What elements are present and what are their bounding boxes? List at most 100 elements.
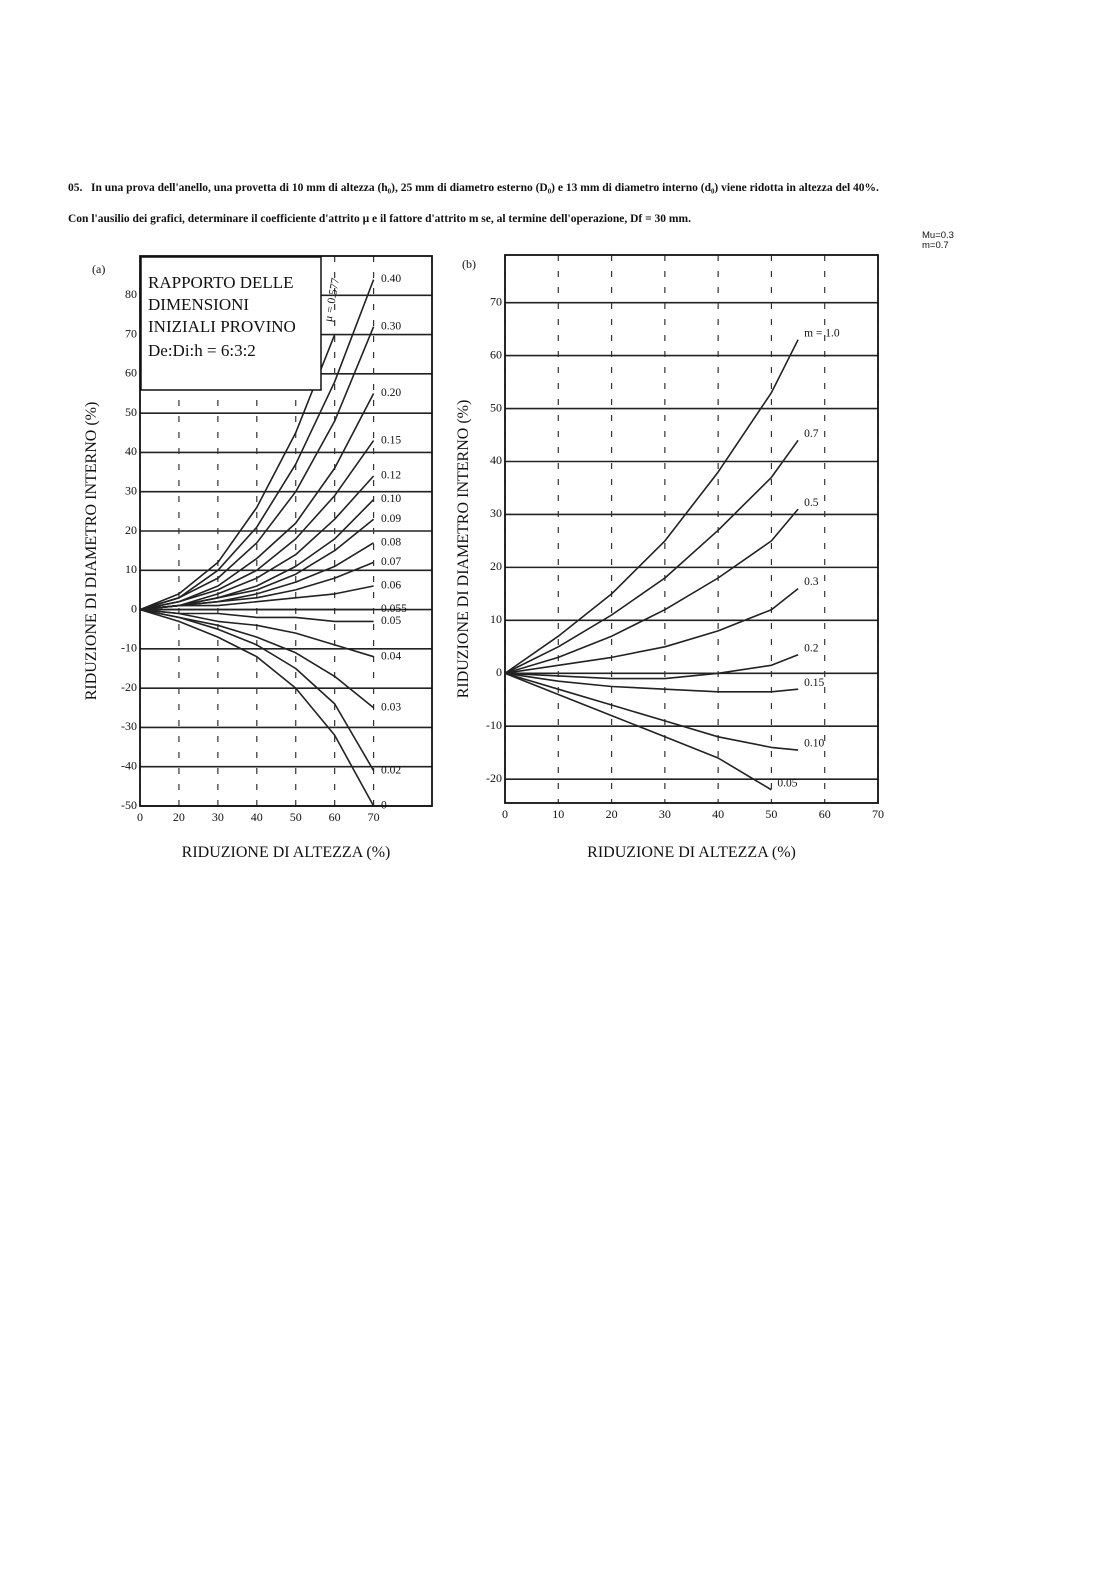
panel-label: (b) <box>462 257 476 271</box>
x-tick-label: 10 <box>552 807 564 821</box>
y-tick-label: 70 <box>125 326 137 340</box>
y-tick-label: 50 <box>490 400 502 414</box>
curve-label: 0.5 <box>804 497 819 509</box>
y-tick-label: 30 <box>125 483 137 497</box>
y-tick-label: 50 <box>125 405 137 419</box>
curve <box>139 608 374 658</box>
curve-label: 0 <box>381 800 387 812</box>
y-tick-label: 70 <box>490 294 502 308</box>
y-tick-label: -40 <box>121 758 137 772</box>
y-tick-label: 40 <box>125 444 137 458</box>
curve-label: 0.07 <box>381 556 401 568</box>
x-axis-title: RIDUZIONE DI ALTEZZA (%) <box>587 844 796 861</box>
curve-label: 0.04 <box>381 650 401 662</box>
question-text-2: Con l'ausilio dei grafici, determinare i… <box>68 213 691 225</box>
x-tick-label: 70 <box>872 807 884 821</box>
y-tick-label: 30 <box>490 506 502 520</box>
curve-label: 0.02 <box>381 764 401 776</box>
x-tick-label: 0 <box>137 810 143 824</box>
curve <box>504 672 799 693</box>
x-tick-label: 50 <box>765 807 777 821</box>
curve <box>504 672 772 791</box>
curve <box>504 587 799 675</box>
y-tick-label: 20 <box>490 559 502 573</box>
y-tick-label: 10 <box>490 612 502 626</box>
curve-label: 0.10 <box>804 738 824 750</box>
x-tick-label: 60 <box>819 807 831 821</box>
curve <box>139 585 374 611</box>
y-tick-label: 40 <box>490 453 502 467</box>
curve-label: 0.10 <box>381 493 401 505</box>
y-tick-label: -30 <box>121 719 137 733</box>
notes: Mu=0.3 m=0.7 <box>922 231 954 251</box>
x-tick-label: 30 <box>212 810 224 824</box>
x-axis-title: RIDUZIONE DI ALTEZZA (%) <box>182 844 391 861</box>
y-tick-label: 80 <box>125 287 137 301</box>
y-tick-label: 0 <box>131 601 137 615</box>
x-tick-label: 0 <box>502 807 508 821</box>
question-text: In una prova dell'anello, una provetta d… <box>91 182 879 194</box>
curve <box>139 334 336 611</box>
x-tick-label: 70 <box>368 810 380 824</box>
curve <box>504 672 799 751</box>
curve <box>504 339 799 674</box>
x-tick-label: 60 <box>329 810 341 824</box>
panel-label: (a) <box>92 262 105 276</box>
y-tick-label: -10 <box>486 718 502 732</box>
plot-frame <box>139 255 433 807</box>
x-tick-label: 20 <box>173 810 185 824</box>
curve-label: 0.30 <box>381 320 401 332</box>
curve-label: 0.055 <box>381 603 407 615</box>
curve <box>504 508 799 675</box>
curve-label: μ = 0.577 <box>323 277 343 323</box>
y-tick-label: 60 <box>125 366 137 380</box>
curve-label: 0.40 <box>381 273 401 285</box>
curve-label: 0.12 <box>381 470 401 482</box>
y-tick-label: -20 <box>486 771 502 785</box>
annotation-line: INIZIALI PROVINO <box>148 317 296 336</box>
y-tick-label: 10 <box>125 562 137 576</box>
y-tick-label: 60 <box>490 347 502 361</box>
curve <box>504 439 799 675</box>
curve-label: 0.7 <box>804 428 819 440</box>
y-tick-label: 20 <box>125 523 137 537</box>
x-tick-label: 50 <box>290 810 302 824</box>
annotation-line: DIMENSIONI <box>148 295 249 314</box>
curve-label: 0.05 <box>777 777 797 789</box>
curve-label: 0.20 <box>381 387 401 399</box>
plot-frame <box>504 254 879 804</box>
annotation-frame <box>140 256 322 391</box>
y-tick-label: -10 <box>121 641 137 655</box>
chart-b: 70 60 50 40 30 20 10 0 -10 -20 0 10 20 30 40 50 60 70 m = … <box>455 254 884 861</box>
curve-label: 0.15 <box>381 434 401 446</box>
curve <box>139 440 375 611</box>
curve-label: 0.05 <box>381 615 401 627</box>
curve-label: 0.08 <box>381 536 401 548</box>
curve <box>139 326 375 611</box>
note: m=0.7 <box>922 240 949 251</box>
y-tick-label: -20 <box>121 680 137 694</box>
annotation-line: De:Di:h = 6:3:2 <box>148 341 256 360</box>
y-tick-label: 0 <box>496 665 502 679</box>
y-axis-title: RIDUZIONE DI DIAMETRO INTERNO (%) <box>455 400 472 699</box>
curve-label: 0.06 <box>381 580 401 592</box>
curve <box>139 608 375 807</box>
curve <box>504 653 799 680</box>
x-tick-label: 30 <box>659 807 671 821</box>
question-number: 05. <box>68 182 83 194</box>
x-tick-label: 40 <box>712 807 724 821</box>
curve-label: 0.2 <box>804 642 819 654</box>
curve-label: 0.3 <box>804 576 819 588</box>
x-tick-label: 40 <box>251 810 263 824</box>
y-tick-label: -50 <box>121 798 137 812</box>
curve <box>139 608 375 772</box>
annotation-box: RAPPORTO DELLE DIMENSIONI INIZIALI PROVI… <box>140 256 322 391</box>
curve-label: 0.09 <box>381 513 401 525</box>
note: Mu=0.3 <box>922 230 954 241</box>
curve-label: 0.03 <box>381 701 401 713</box>
x-tick-label: 20 <box>606 807 618 821</box>
y-axis-title: RIDUZIONE DI DIAMETRO INTERNO (%) <box>83 402 100 701</box>
annotation-line: RAPPORTO DELLE <box>148 273 294 292</box>
